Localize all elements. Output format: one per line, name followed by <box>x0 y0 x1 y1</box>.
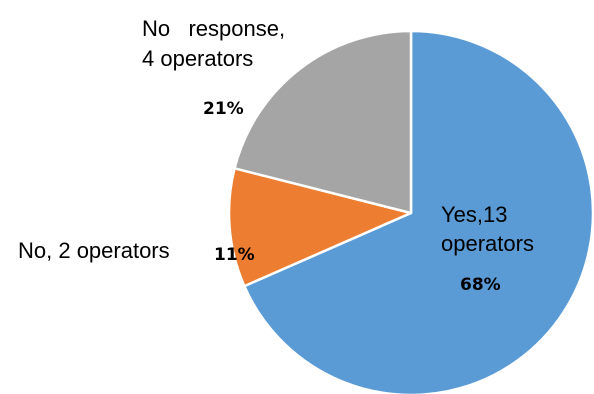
pie-slice-yes <box>243 29 594 394</box>
pie-slice-no-response <box>233 29 413 215</box>
slice-no-response-percent: 21% <box>203 99 244 119</box>
slice-yes-percent: 68% <box>460 275 501 295</box>
slice-no-response-label-line2: 4 operators <box>142 46 253 71</box>
pie-slices <box>227 29 594 394</box>
slice-no-label: No, 2 operators <box>18 238 170 263</box>
slice-no-percent: 11% <box>214 245 255 265</box>
pie-slice-no <box>227 167 413 288</box>
slice-yes-label-line1: Yes,13 <box>441 202 507 227</box>
slice-no-response-label-line1: No response, <box>142 16 285 41</box>
slice-yes-label-line2: operators <box>441 231 534 256</box>
